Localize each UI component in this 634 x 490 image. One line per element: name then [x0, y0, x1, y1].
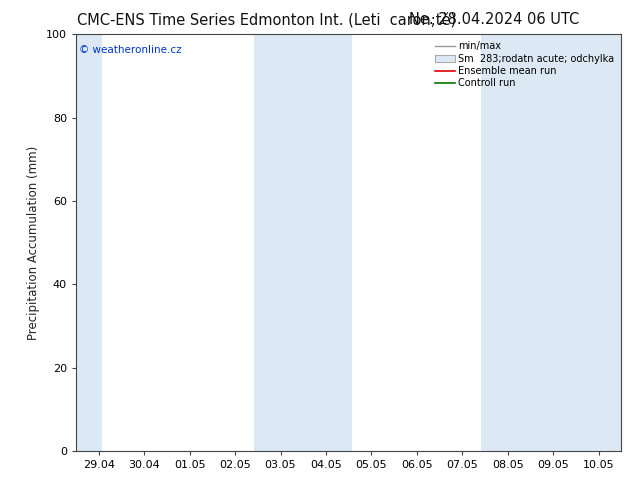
Text: CMC-ENS Time Series Edmonton Int. (Leti  caron;tě): CMC-ENS Time Series Edmonton Int. (Leti …: [77, 12, 456, 28]
Text: Ne. 28.04.2024 06 UTC: Ne. 28.04.2024 06 UTC: [410, 12, 579, 27]
Bar: [76, 34, 103, 451]
Legend: min/max, Sm  283;rodatn acute; odchylka, Ensemble mean run, Controll run: min/max, Sm 283;rodatn acute; odchylka, …: [433, 39, 616, 90]
Bar: [254, 34, 353, 451]
Y-axis label: Precipitation Accumulation (mm): Precipitation Accumulation (mm): [27, 146, 41, 340]
Text: © weatheronline.cz: © weatheronline.cz: [79, 45, 181, 55]
Bar: [481, 34, 626, 451]
